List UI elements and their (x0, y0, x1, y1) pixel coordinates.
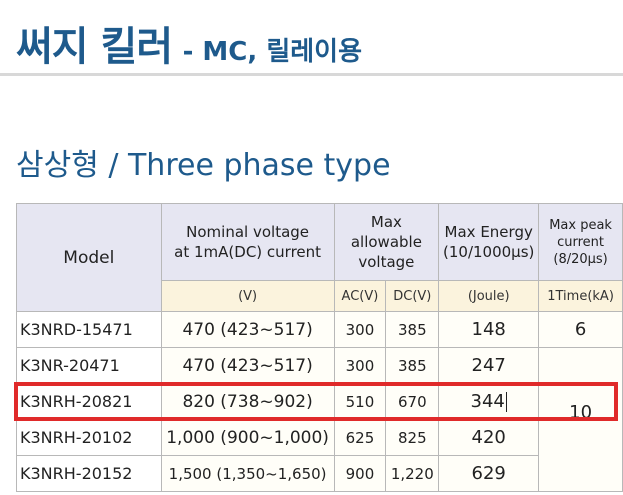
unit-dc: DC(V) (385, 280, 440, 312)
dc-voltage-cell: 385 (385, 311, 440, 348)
table-row: K3NRD-15471 470 (423~517) 300 385 148 6 (16, 311, 623, 348)
header-max-energy: Max Energy (10/1000µs) (438, 203, 540, 281)
header-nominal-line1: Nominal voltage (186, 223, 310, 241)
header-max-allow-line1: Max (370, 213, 402, 231)
header-max-allowable-voltage: Max allowable voltage (333, 203, 440, 281)
unit-ac: AC(V) (333, 280, 387, 312)
nominal-voltage-cell: 470 (423~517) (160, 311, 335, 348)
unit-energy: (Joule) (438, 280, 540, 312)
model-cell: K3NR-20471 (16, 347, 162, 384)
spec-table: Model Nominal voltage at 1mA(DC) current… (16, 203, 623, 492)
nominal-voltage-cell: 1,000 (900~1,000) (160, 419, 335, 456)
header-nominal-voltage: Nominal voltage at 1mA(DC) current (160, 203, 335, 281)
table-row: K3NRH-20152 1,500 (1,350~1,650) 900 1,22… (16, 455, 623, 492)
section-title: 삼상형 / Three phase type (16, 148, 391, 183)
nominal-voltage-cell: 1,500 (1,350~1,650) (160, 455, 335, 492)
page-subtitle: - MC, 릴레이용 (182, 37, 362, 67)
header-max-allow-line2: allowable (350, 233, 422, 251)
nominal-voltage-cell: 470 (423~517) (160, 347, 335, 384)
header-max-allow-line3: voltage (358, 253, 415, 271)
table-row: K3NR-20471 470 (423~517) 300 385 247 10 (16, 347, 623, 492)
model-cell: K3NRH-20102 (16, 419, 162, 456)
energy-cell: 247 (438, 347, 540, 384)
header-model: Model (16, 203, 162, 312)
text-cursor (505, 392, 507, 412)
unit-nominal: (V) (160, 280, 335, 312)
page-title: 써지 킬러 (16, 24, 173, 70)
model-cell: K3NRH-20152 (16, 455, 162, 492)
energy-cell: 148 (438, 311, 540, 348)
dc-voltage-cell: 385 (385, 347, 440, 384)
header-max-energy-line1: Max Energy (444, 223, 533, 241)
page-header: 써지 킬러 - MC, 릴레이용 (16, 14, 362, 72)
header-max-energy-line2: (10/1000µs) (443, 243, 535, 261)
header-max-peak-line2: current (557, 234, 605, 250)
dc-voltage-cell: 1,220 (385, 455, 440, 492)
ac-voltage-cell: 300 (333, 347, 387, 384)
ac-voltage-cell: 900 (333, 455, 387, 492)
unit-peak: 1Time(kA) (538, 280, 623, 312)
header-max-peak-line3: (8/20µs) (553, 251, 608, 267)
header-model-label: Model (63, 247, 115, 268)
ac-voltage-cell: 300 (333, 311, 387, 348)
model-cell: K3NRD-15471 (16, 311, 162, 348)
header-max-peak-line1: Max peak (549, 217, 612, 233)
energy-cell: 420 (438, 419, 540, 456)
dc-voltage-cell: 825 (385, 419, 440, 456)
ac-voltage-cell: 625 (333, 419, 387, 456)
energy-value: 344 (470, 391, 505, 412)
header-nominal-line2: at 1mA(DC) current (174, 243, 322, 261)
title-divider (0, 73, 623, 76)
dc-voltage-cell: 670 (385, 383, 440, 420)
header-max-peak-current: Max peak current (8/20µs) (538, 203, 623, 281)
row-highlight-box (14, 382, 618, 421)
table-row: K3NRH-20102 1,000 (900~1,000) 625 825 42… (16, 419, 623, 456)
peak-current-cell: 6 (538, 311, 623, 348)
table-row-highlighted: K3NRH-20821 820 (738~902) 510 670 344 (16, 383, 623, 420)
energy-cell: 629 (438, 455, 540, 492)
energy-cell[interactable]: 344 (438, 383, 540, 420)
